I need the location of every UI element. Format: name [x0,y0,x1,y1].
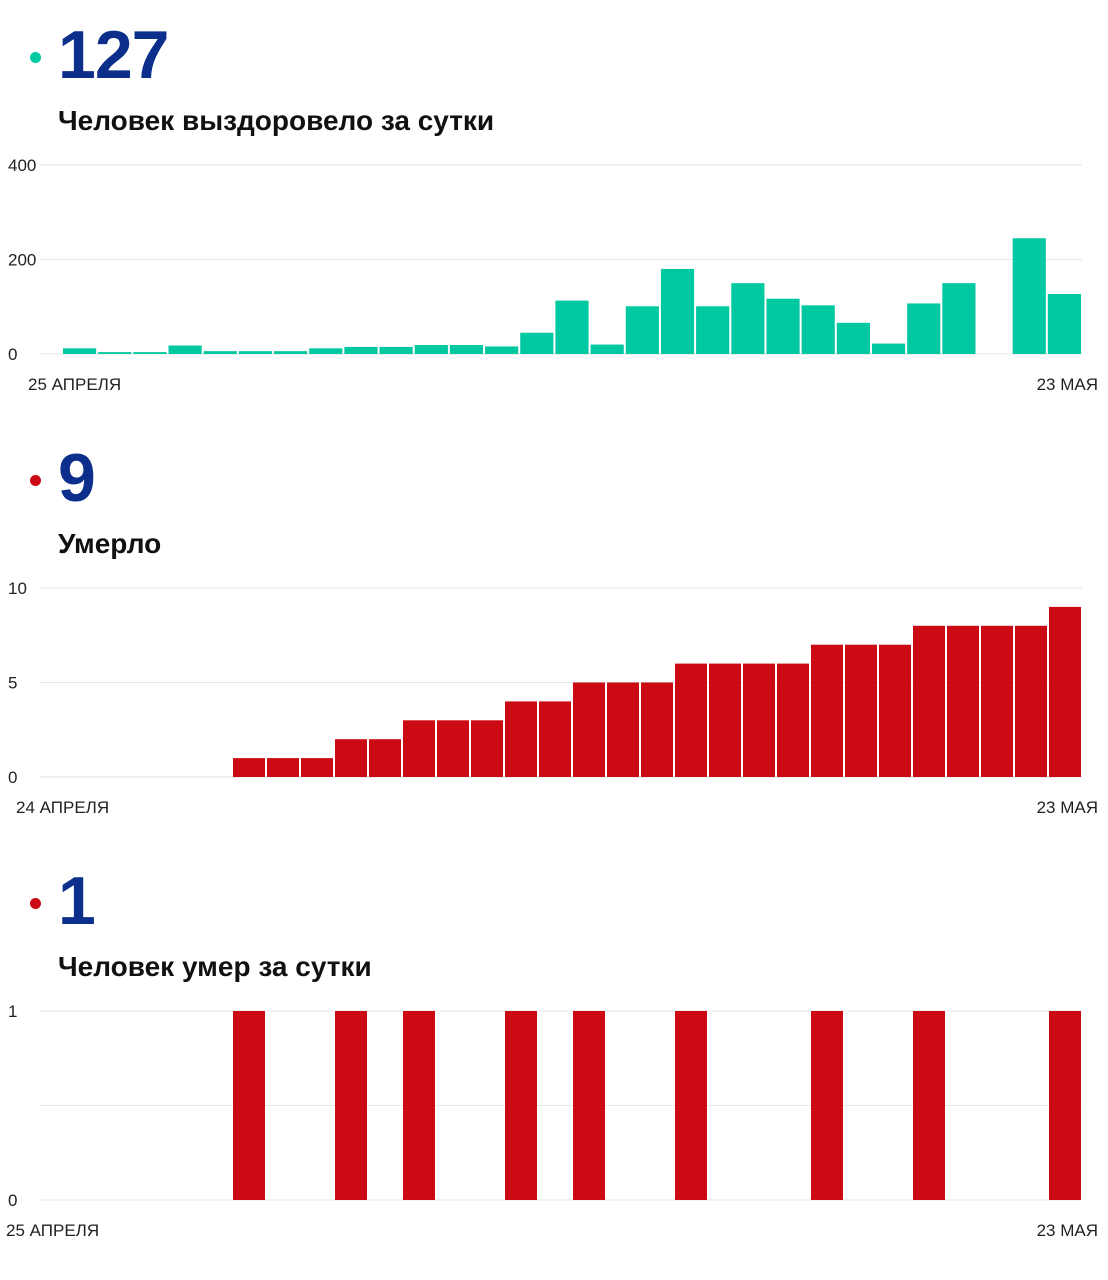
bar [485,346,519,354]
bar [369,739,401,777]
y-tick-label: 0 [8,345,17,364]
bar [625,306,659,354]
bar [573,1011,605,1200]
bar [675,663,707,777]
bar [573,682,605,777]
bar [274,351,308,354]
bar [590,344,624,354]
y-tick-label: 0 [8,768,17,787]
bar [675,1011,707,1200]
deaths-total-chart: 10 5 0 24 АПРЕЛЯ 23 МАЯ [8,579,1098,817]
bar [437,720,469,777]
bar [301,758,333,777]
bar [907,303,941,354]
bar [168,345,202,354]
bar [811,1011,843,1200]
bar [309,348,343,354]
bar [607,682,639,777]
x-tick-label-end: 23 МАЯ [1037,375,1098,394]
bar [743,663,775,777]
recovered-header: 127 [0,20,600,90]
x-tick-label-start: 25 АПРЕЛЯ [28,375,121,394]
y-tick-label: 0 [8,1191,17,1210]
deaths-daily-subtitle: Человек умер за сутки [58,951,372,982]
bar [414,345,448,354]
y-tick-label: 400 [8,156,36,175]
y-tick-label: 5 [8,674,17,693]
bar [660,268,695,354]
bar [845,644,877,777]
deaths-total-big-number: 9 [58,440,96,516]
bar [836,322,870,354]
bar [379,346,413,354]
bar [238,351,273,354]
bar [811,644,843,777]
bar [471,720,503,777]
bar [942,283,976,355]
bar [777,663,809,777]
bar [133,352,167,354]
deaths-daily-chart: 1 0 25 АПРЕЛЯ 23 МАЯ [6,1002,1098,1240]
bar [98,352,132,354]
bar [344,346,378,354]
x-tick-label-end: 23 МАЯ [1037,1221,1098,1240]
deaths-daily-panel: 1 Человек умер за сутки 1 0 25 АПРЕЛЯ 23 МА… [0,866,1108,1266]
deaths-total-header: 9 [0,443,600,513]
bar [947,625,979,777]
bar [403,1011,435,1200]
bar [913,625,945,777]
bar [555,300,589,354]
deaths-total-subtitle: Умерло [58,528,162,559]
bar [1047,293,1081,354]
bar [1015,625,1047,777]
bar [449,345,484,354]
recovered-subtitle: Человек выздоровело за сутки [58,105,495,136]
recovered-dot [30,52,41,63]
bar [871,343,906,354]
bar [233,758,265,777]
x-tick-label-start: 25 АПРЕЛЯ [6,1221,99,1240]
bar [981,625,1013,777]
bar [335,1011,367,1200]
bar [505,701,537,777]
bar [1012,238,1046,354]
bar [709,663,741,777]
recovered-big-number: 127 [58,17,169,93]
deaths-total-panel: 9 Умерло 10 5 0 24 АПРЕЛЯ 23 МАЯ [0,443,1108,833]
bar [335,739,367,777]
recovered-chart: 400 200 0 25 АПРЕЛЯ 23 МАЯ [8,156,1098,394]
bar [913,1011,945,1200]
bar [1049,606,1081,777]
bar [539,701,571,777]
bar [879,644,911,777]
deaths-daily-big-number: 1 [58,863,96,939]
y-tick-label: 1 [8,1002,17,1021]
bar [233,1011,265,1200]
deaths-daily-header: 1 [0,866,600,936]
bar [203,351,237,354]
bar [1049,1011,1081,1200]
bar [801,305,835,354]
y-tick-label: 10 [8,579,27,598]
recovered-panel: 127 Человек выздоровело за сутки 400 200 0… [0,20,1108,410]
bar [505,1011,537,1200]
x-tick-label-start: 24 АПРЕЛЯ [16,798,109,817]
bar [267,758,299,777]
y-tick-label: 200 [8,251,36,270]
bar [403,720,435,777]
bar [696,306,730,354]
bar [63,348,97,354]
bar [520,332,554,354]
deaths-daily-dot [30,898,41,909]
x-tick-label-end: 23 МАЯ [1037,798,1098,817]
bar [766,298,800,354]
bar [641,682,673,777]
bar [731,283,765,355]
deaths-total-dot [30,475,41,486]
